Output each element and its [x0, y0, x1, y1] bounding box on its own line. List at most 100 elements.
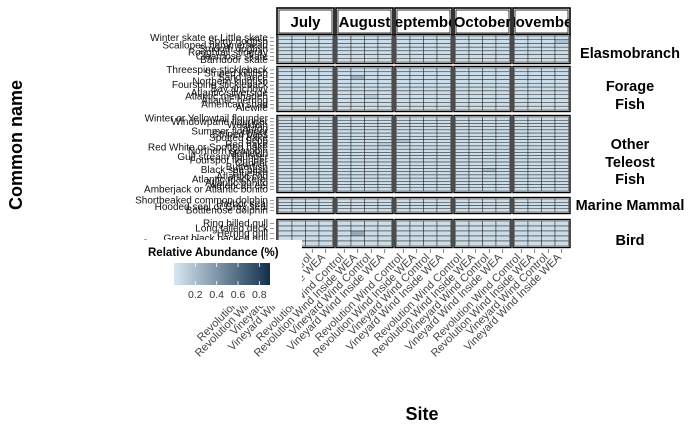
heatmap-cell	[350, 136, 365, 140]
heatmap-cell	[455, 240, 470, 247]
heatmap-cell	[495, 220, 510, 227]
heatmap-cell	[377, 198, 392, 203]
heatmap-cell	[436, 184, 451, 189]
heatmap-cell	[318, 158, 333, 163]
heatmap-cell	[364, 136, 379, 140]
heatmap-cell	[527, 86, 542, 92]
heatmap-cell	[318, 165, 333, 169]
legend-tick-label: 0.8	[252, 289, 267, 301]
heatmap-cell	[541, 39, 556, 44]
heatmap-cell	[409, 158, 424, 163]
heatmap-cell	[364, 58, 379, 63]
heatmap-cell	[377, 187, 392, 192]
species-label: Black sea bass	[201, 165, 268, 176]
heatmap-cell	[495, 79, 510, 84]
heatmap-cell	[468, 123, 483, 127]
heatmap-cell	[396, 145, 411, 150]
month-label: July	[290, 14, 321, 31]
heatmap-cell	[514, 235, 529, 242]
heatmap-cell	[318, 155, 333, 160]
heatmap-cell	[468, 83, 483, 88]
heatmap-cell	[337, 145, 352, 150]
heatmap-cell	[350, 86, 365, 92]
species-label: Sand lance	[218, 73, 268, 84]
heatmap-cell	[278, 39, 293, 44]
heatmap-cell	[350, 230, 365, 237]
heatmap-cell	[291, 50, 306, 55]
heatmap-cell	[514, 98, 529, 103]
heatmap-cell	[409, 136, 424, 140]
heatmap-cell	[396, 225, 411, 232]
heatmap-cell	[364, 139, 379, 143]
heatmap-cell	[396, 148, 411, 153]
heatmap-cell	[455, 181, 470, 185]
heatmap-cell	[436, 161, 451, 166]
heatmap-cell	[554, 184, 569, 189]
heatmap-cell	[436, 119, 451, 124]
heatmap-cell	[364, 50, 379, 55]
heatmap-cell	[318, 142, 333, 147]
heatmap-cell	[554, 50, 569, 55]
heatmap-cell	[455, 58, 470, 63]
heatmap-cell	[527, 220, 542, 227]
heatmap-cell	[305, 181, 320, 185]
heatmap-cell	[396, 102, 411, 107]
heatmap-cell	[396, 155, 411, 160]
heatmap-cell	[409, 90, 424, 95]
heatmap-cell	[436, 46, 451, 52]
heatmap-cell	[455, 86, 470, 92]
heatmap-cell	[377, 205, 392, 209]
heatmap-cell	[350, 94, 365, 99]
heatmap-cell	[318, 132, 333, 137]
heatmap-cell	[337, 50, 352, 55]
heatmap-cell	[337, 123, 352, 127]
species-label: Bottlenose dolphin	[186, 205, 268, 216]
heatmap-cell	[305, 205, 320, 209]
heatmap-cell	[541, 119, 556, 124]
heatmap-cell	[514, 152, 529, 156]
heatmap-cell	[291, 208, 306, 213]
heatmap-cell	[495, 235, 510, 242]
heatmap-cell	[423, 208, 438, 213]
heatmap-cell	[482, 71, 497, 76]
heatmap-cell	[455, 198, 470, 203]
heatmap-cell	[337, 105, 352, 111]
heatmap-cell	[291, 116, 306, 121]
heatmap-cell	[396, 86, 411, 92]
heatmap-cell	[541, 35, 556, 40]
heatmap-cell	[337, 67, 352, 73]
heatmap-cell	[377, 98, 392, 103]
heatmap-cell	[554, 235, 569, 242]
heatmap-cell	[482, 50, 497, 55]
heatmap-cell	[350, 79, 365, 84]
heatmap-cell	[514, 102, 529, 107]
heatmap-cell	[455, 230, 470, 237]
heatmap-cell	[350, 161, 365, 166]
heatmap-cell	[291, 132, 306, 137]
heatmap-cell	[455, 83, 470, 88]
heatmap-cell	[514, 123, 529, 127]
heatmap-cell	[455, 35, 470, 40]
heatmap-cell	[527, 161, 542, 166]
heatmap-cell	[527, 187, 542, 192]
heatmap-cell	[495, 86, 510, 92]
heatmap-cell	[396, 139, 411, 143]
heatmap-cell	[495, 187, 510, 192]
heatmap-cell	[468, 168, 483, 172]
heatmap-cell	[396, 46, 411, 52]
heatmap-cell	[318, 79, 333, 84]
heatmap-cell	[396, 230, 411, 237]
heatmap-cell	[423, 205, 438, 209]
heatmap-cell	[409, 50, 424, 55]
heatmap-cell	[514, 35, 529, 40]
heatmap-cell	[541, 187, 556, 192]
species-label: Roughtail stingray	[188, 48, 268, 59]
heatmap-cell	[305, 75, 320, 80]
heatmap-cell	[396, 58, 411, 63]
heatmap-cell	[278, 94, 293, 99]
heatmap-cell	[468, 116, 483, 121]
heatmap-cell	[482, 83, 497, 88]
heatmap-cell	[337, 240, 352, 247]
species-label: Atlantic menhaden	[185, 92, 268, 103]
